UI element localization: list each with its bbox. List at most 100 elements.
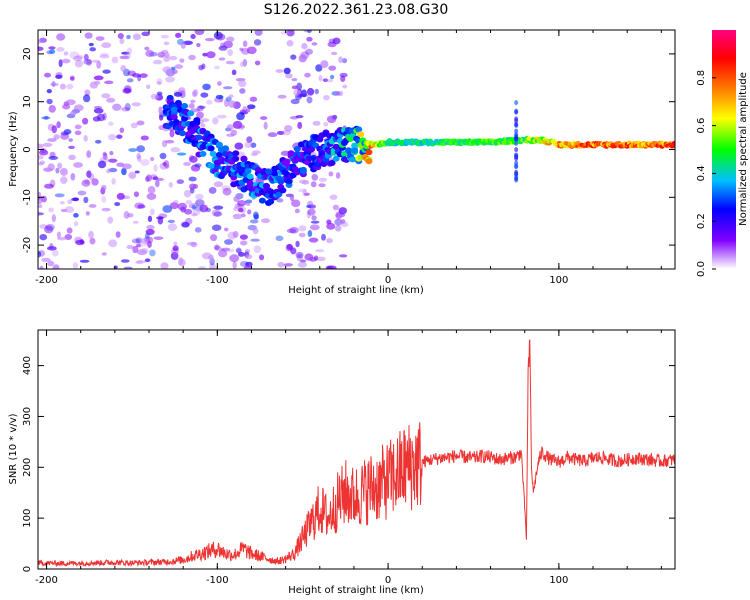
heatmap-cell	[58, 59, 63, 68]
heatmap-cell	[156, 91, 163, 96]
heatmap-cell	[194, 163, 202, 168]
heatmap-cell	[283, 158, 291, 165]
heatmap-cell	[239, 61, 245, 67]
heatmap-cell	[48, 207, 54, 213]
heatmap-cell	[297, 121, 303, 130]
heatmap-cell	[74, 130, 82, 136]
heatmap-cell	[56, 47, 65, 52]
heatmap-cell	[108, 121, 114, 126]
heatmap-cell	[144, 232, 150, 239]
y-tick-label: 100	[22, 509, 33, 528]
heatmap-cell	[121, 51, 130, 55]
heatmap-cell	[249, 96, 258, 102]
heatmap-cell	[65, 99, 76, 106]
heatmap-cell	[244, 249, 251, 254]
heatmap-cell	[183, 189, 192, 198]
heatmap-cell	[75, 54, 84, 60]
heatmap-cell	[237, 251, 245, 257]
heatmap-cell	[162, 161, 167, 166]
heatmap-cell	[83, 94, 91, 103]
heatmap-cell	[108, 167, 118, 173]
x-tick-label: 0	[385, 575, 391, 586]
heatmap-cell	[285, 73, 293, 79]
heatmap-cell	[212, 117, 219, 125]
heatmap-cell	[321, 233, 326, 241]
heatmap-cell	[208, 187, 217, 194]
heatmap-cell	[38, 143, 44, 149]
heatmap-cell	[146, 84, 151, 90]
heatmap-cell	[172, 245, 179, 252]
colorbar-gradient	[712, 30, 736, 269]
heatmap-cell	[187, 110, 195, 117]
heatmap-cell	[206, 99, 213, 105]
y-tick-label: 200	[22, 458, 33, 477]
heatmap-cell	[186, 241, 197, 246]
colorbar-ticks: 0.0 0.2 0.4 0.6 0.8	[696, 70, 716, 277]
heatmap-cell	[280, 31, 290, 35]
heatmap-cell	[271, 170, 279, 177]
heatmap-cell	[169, 129, 175, 138]
heatmap-cell	[88, 230, 94, 239]
heatmap-cell	[301, 89, 307, 98]
heatmap-cell	[159, 114, 164, 121]
heatmap-cell	[70, 197, 79, 202]
y-tick-label: -20	[22, 237, 33, 253]
heatmap-cell	[315, 256, 326, 262]
heatmap-cell	[106, 168, 111, 174]
heatmap-cell	[325, 265, 333, 269]
heatmap-cell	[315, 249, 325, 253]
snr-x-ticks: -200 -100 0 100	[35, 330, 662, 586]
heatmap-cell	[126, 47, 133, 55]
heatmap-cell	[253, 245, 262, 254]
x-tick-label: 0	[385, 275, 391, 286]
heatmap-cell	[168, 55, 178, 61]
heatmap-cell	[114, 201, 121, 207]
heatmap-cell	[365, 149, 373, 156]
heatmap-cell	[306, 36, 313, 42]
heatmap-cell	[72, 262, 78, 269]
heatmap-cell	[163, 41, 170, 46]
heatmap-cell	[250, 238, 260, 242]
heatmap-cell	[126, 244, 134, 250]
heatmap-cell	[92, 59, 100, 63]
heatmap-cell	[301, 43, 308, 50]
heatmap-cell	[306, 30, 312, 34]
heatmap-cell	[83, 196, 89, 204]
heatmap-cell	[38, 149, 49, 156]
heatmap-cell	[171, 69, 178, 74]
heatmap-cell	[226, 124, 234, 131]
heatmap-cell	[246, 173, 254, 180]
heatmap-cell	[55, 167, 60, 174]
heatmap-cell	[111, 56, 119, 64]
heatmap-cell	[86, 59, 92, 66]
heatmap-cell	[38, 40, 43, 44]
heatmap-cell	[38, 250, 42, 258]
heatmap-cell	[153, 236, 164, 240]
heatmap-cell	[196, 42, 201, 48]
heatmap-cell	[158, 106, 163, 115]
heatmap-cell	[45, 223, 55, 231]
heatmap-cell	[246, 136, 253, 143]
heatmap-cell	[192, 90, 197, 98]
heatmap-cell	[514, 116, 519, 122]
heatmap-cell	[170, 114, 178, 121]
heatmap-cell	[177, 202, 188, 211]
heatmap-cell	[64, 206, 75, 213]
heatmap-cell	[239, 240, 248, 246]
heatmap-cell	[56, 121, 61, 129]
heatmap-cell	[283, 67, 291, 75]
heatmap-cell	[295, 115, 304, 119]
heatmap-cell	[514, 133, 519, 139]
heatmap-cell	[116, 192, 125, 200]
heatmap-cell	[121, 167, 127, 176]
heatmap-cell	[47, 260, 55, 267]
heatmap-cell	[101, 42, 112, 49]
heatmap-cell	[108, 133, 117, 141]
heatmap-cell	[189, 183, 197, 190]
heatmap-cell	[136, 145, 145, 153]
heatmap-cell	[111, 178, 116, 185]
heatmap-cell	[145, 236, 151, 243]
heatmap-cell	[42, 142, 53, 148]
heatmap-cell	[169, 202, 179, 210]
heatmap-cell	[284, 125, 293, 132]
